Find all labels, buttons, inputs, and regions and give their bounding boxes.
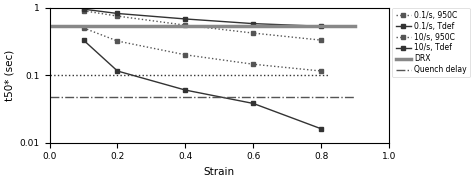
Y-axis label: t50* (sec): t50* (sec) [4, 49, 14, 101]
10/s, Tdef [319, 128, 324, 130]
Line: 10/s, Tdef: 10/s, Tdef [81, 38, 324, 131]
0.1/s, 950C [250, 32, 256, 34]
Legend: 0.1/s, 950C, 0.1/s, Tdef, 10/s, 950C, 10/s, Tdef, DRX, Quench delay: 0.1/s, 950C, 0.1/s, Tdef, 10/s, 950C, 10… [392, 8, 470, 77]
Line: 0.1/s, Tdef: 0.1/s, Tdef [81, 7, 324, 29]
10/s, Tdef [81, 39, 86, 41]
0.1/s, Tdef [182, 18, 188, 20]
10/s, 950C [115, 40, 120, 42]
0.1/s, Tdef [115, 12, 120, 14]
0.1/s, 950C [115, 15, 120, 17]
0.1/s, 950C [81, 10, 86, 12]
0.1/s, Tdef [250, 23, 256, 25]
10/s, 950C [81, 27, 86, 29]
Line: 0.1/s, 950C: 0.1/s, 950C [81, 8, 324, 43]
0.1/s, Tdef [81, 8, 86, 10]
10/s, 950C [182, 54, 188, 56]
10/s, 950C [250, 63, 256, 65]
10/s, Tdef [250, 102, 256, 105]
0.1/s, Tdef [319, 25, 324, 27]
0.1/s, 950C [182, 24, 188, 26]
10/s, Tdef [182, 89, 188, 91]
X-axis label: Strain: Strain [204, 167, 235, 177]
10/s, Tdef [115, 70, 120, 72]
10/s, 950C [319, 70, 324, 72]
Line: 10/s, 950C: 10/s, 950C [81, 26, 324, 73]
0.1/s, 950C [319, 39, 324, 41]
